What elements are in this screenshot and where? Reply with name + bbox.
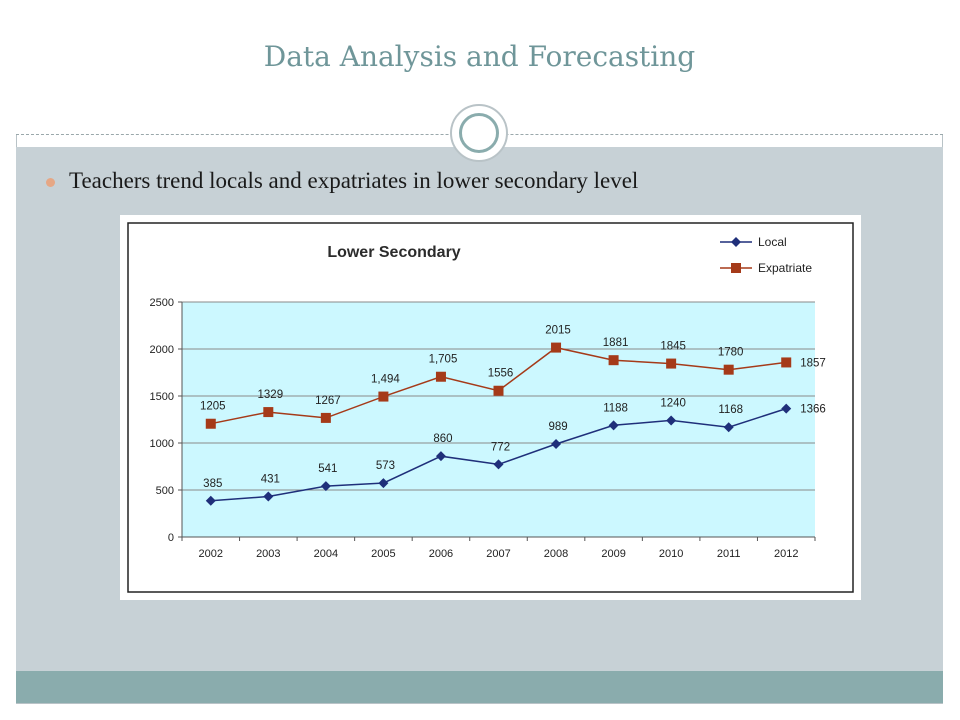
x-tick-label: 2002: [199, 548, 223, 560]
data-label-local: 772: [491, 441, 510, 453]
data-point-local: [263, 491, 274, 502]
line-chart: Lower Secondary 0 500 1000 1500 2000 2500 2002 2…: [127, 222, 854, 593]
bullet-dot-icon: [46, 177, 55, 187]
data-point-local: [781, 403, 792, 414]
data-point-expatriate: [493, 385, 504, 396]
data-point-local: [435, 451, 446, 462]
x-tick-label: 2012: [774, 548, 798, 560]
data-point-expatriate: [608, 355, 619, 366]
data-point-expatriate: [378, 391, 389, 402]
chart-container: Lower Secondary 0 500 1000 1500 2000 2500 2002 2…: [120, 215, 861, 600]
legend-label-local: Local: [758, 235, 787, 249]
data-label-expatriate: 1329: [258, 389, 284, 401]
data-point-expatriate: [781, 357, 792, 368]
data-point-expatriate: [723, 364, 734, 375]
data-point-local: [205, 495, 216, 506]
x-tick-label: 2003: [256, 548, 280, 560]
footer-band: [16, 671, 943, 703]
y-tick-label: 500: [156, 485, 174, 497]
data-label-expatriate: 1881: [603, 337, 629, 349]
x-tick-label: 2008: [544, 548, 568, 560]
circle-ornament-inner: [459, 113, 499, 153]
y-tick-label: 2500: [150, 297, 174, 309]
data-point-local: [551, 439, 562, 450]
data-label-local: 385: [203, 478, 222, 490]
data-label-local: 1240: [660, 397, 686, 409]
y-tick-label: 1500: [150, 391, 174, 403]
data-label-local: 860: [433, 433, 452, 445]
x-tick-label: 2004: [314, 548, 338, 560]
data-point-expatriate: [435, 371, 446, 382]
y-tick-label: 1000: [150, 438, 174, 450]
plot-area: [182, 302, 815, 537]
x-tick-label: 2006: [429, 548, 453, 560]
data-point-expatriate: [666, 358, 677, 369]
legend-marker-local: [731, 237, 741, 247]
y-tick-label: 0: [168, 532, 174, 544]
data-point-local: [608, 420, 619, 431]
data-label-expatriate: 1,494: [371, 374, 400, 386]
circle-ornament: [450, 104, 508, 162]
data-label-local: 989: [548, 421, 567, 433]
data-point-expatriate: [551, 342, 562, 353]
data-label-expatriate: 1556: [488, 368, 514, 380]
data-point-local: [493, 459, 504, 470]
data-label-local: 541: [318, 463, 337, 475]
bullet-item: Teachers trend locals and expatriates in…: [46, 168, 638, 194]
data-point-local: [723, 422, 734, 433]
data-label-expatriate: 1857: [800, 357, 826, 369]
data-label-local: 573: [376, 460, 395, 472]
x-tick-label: 2009: [601, 548, 625, 560]
data-point-expatriate: [320, 412, 331, 423]
data-label-local: 1168: [718, 404, 743, 416]
data-label-expatriate: 1267: [315, 395, 341, 407]
data-point-local: [320, 481, 331, 492]
legend-marker-expatriate: [731, 263, 741, 273]
data-point-local: [378, 478, 389, 489]
data-label-local: 1366: [800, 404, 826, 416]
data-label-local: 1188: [603, 402, 628, 414]
x-tick-label: 2005: [371, 548, 395, 560]
chart-title: Lower Secondary: [327, 244, 460, 261]
data-label-local: 431: [261, 473, 280, 485]
x-tick-label: 2011: [717, 548, 741, 560]
data-label-expatriate: 1,705: [429, 354, 458, 366]
data-label-expatriate: 1845: [660, 341, 686, 353]
legend-label-expatriate: Expatriate: [758, 261, 812, 275]
data-point-expatriate: [263, 407, 274, 418]
data-label-expatriate: 1205: [200, 401, 226, 413]
x-tick-label: 2010: [659, 548, 683, 560]
bullet-text: Teachers trend locals and expatriates in…: [69, 168, 639, 193]
data-point-local: [666, 415, 677, 426]
data-label-expatriate: 1780: [718, 347, 744, 359]
y-tick-label: 2000: [150, 344, 174, 356]
data-label-expatriate: 2015: [545, 325, 571, 337]
x-tick-label: 2007: [486, 548, 510, 560]
data-point-expatriate: [205, 418, 216, 429]
slide-title: Data Analysis and Forecasting: [263, 40, 696, 73]
